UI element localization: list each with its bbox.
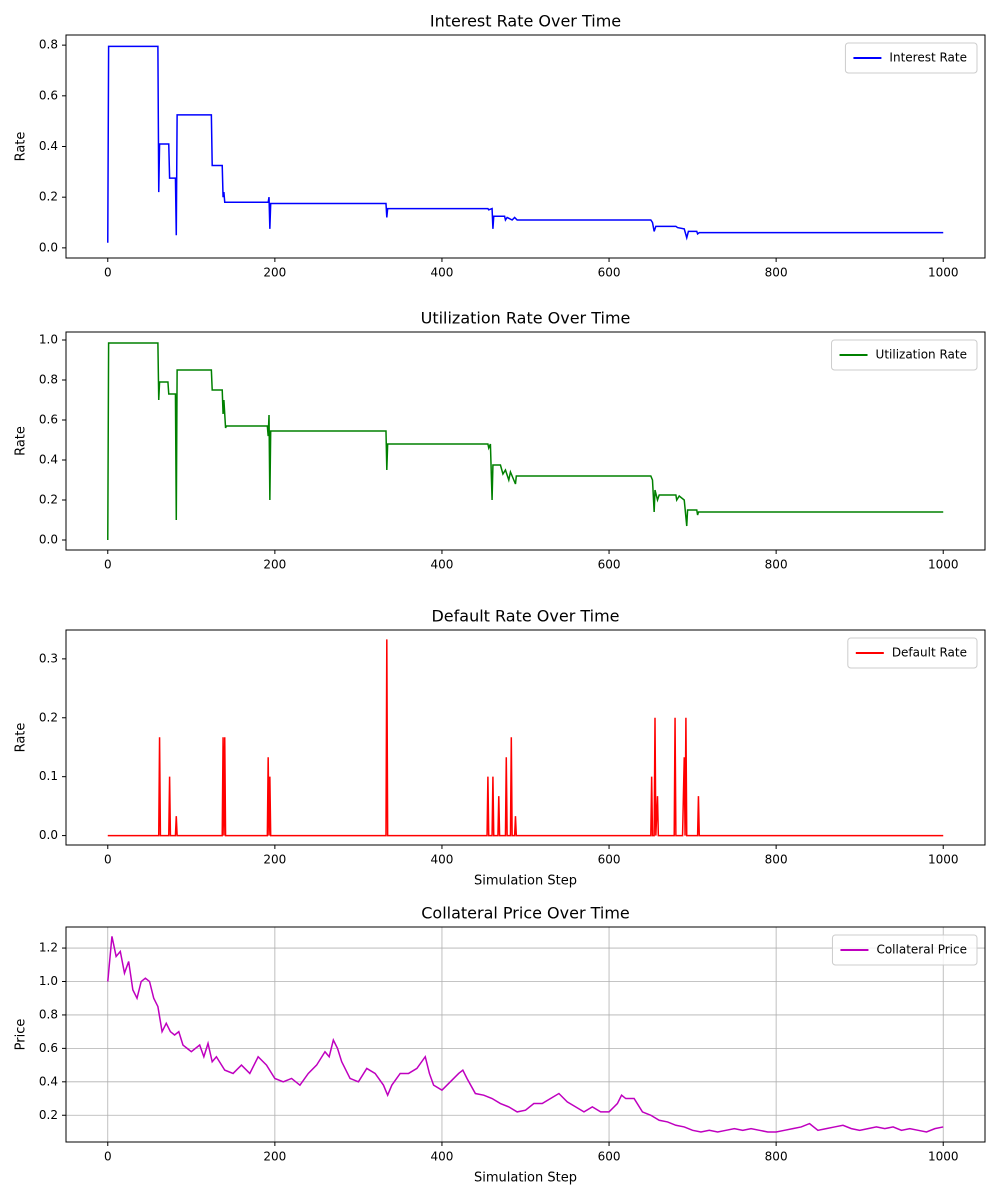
legend-box (831, 339, 978, 371)
legend-label: Default Rate (892, 646, 967, 660)
y-tick-label: 0.6 (39, 88, 58, 102)
data-line (107, 936, 944, 1133)
x-tick-label: 800 (765, 558, 788, 572)
chart-title: Collateral Price Over Time (421, 904, 630, 923)
x-tick-label: 800 (765, 266, 788, 280)
x-tick-label: 1000 (928, 266, 959, 280)
x-tick-label: 800 (765, 1150, 788, 1164)
y-axis-label: Rate (14, 132, 29, 162)
x-axis-label: Simulation Step (474, 874, 577, 889)
x-tick-label: 400 (431, 1150, 454, 1164)
x-tick-label: 400 (431, 558, 454, 572)
x-tick-label: 0 (104, 853, 112, 867)
x-tick-label: 0 (104, 266, 112, 280)
y-tick-label: 0.0 (39, 240, 58, 254)
x-tick-label: 800 (765, 853, 788, 867)
data-line (107, 45, 944, 243)
chart-title: Interest Rate Over Time (430, 12, 621, 31)
chart-title: Utilization Rate Over Time (421, 309, 631, 328)
y-tick-label: 0.0 (39, 533, 58, 547)
y-tick-label: 0.2 (39, 1108, 58, 1122)
y-tick-label: 1.0 (39, 333, 58, 347)
y-tick-label: 0.8 (39, 38, 58, 52)
legend: Interest Rate (844, 42, 978, 74)
legend-label: Interest Rate (889, 51, 967, 65)
y-tick-label: 0.6 (39, 1041, 58, 1055)
y-tick-label: 0.1 (39, 769, 58, 783)
x-tick-label: 400 (431, 266, 454, 280)
y-tick-label: 0.2 (39, 710, 58, 724)
legend: Utilization Rate (831, 339, 978, 371)
x-tick-label: 0 (104, 558, 112, 572)
y-tick-label: 0.8 (39, 1007, 58, 1021)
y-axis-label: Rate (14, 723, 29, 753)
x-tick-label: 600 (598, 266, 621, 280)
x-tick-label: 600 (598, 1150, 621, 1164)
y-tick-label: 0.0 (39, 828, 58, 842)
legend-box (847, 637, 978, 669)
x-tick-label: 1000 (928, 558, 959, 572)
y-tick-label: 0.2 (39, 190, 58, 204)
x-tick-label: 1000 (928, 1150, 959, 1164)
y-tick-label: 0.4 (39, 139, 58, 153)
y-tick-label: 1.2 (39, 941, 58, 955)
legend-label: Utilization Rate (876, 348, 967, 362)
y-axis-label: Price (14, 1019, 29, 1051)
x-tick-label: 1000 (928, 853, 959, 867)
y-tick-label: 0.4 (39, 453, 58, 467)
y-tick-label: 0.3 (39, 651, 58, 665)
axes-frame (65, 34, 986, 259)
x-tick-label: 600 (598, 558, 621, 572)
chart-title: Default Rate Over Time (431, 607, 619, 626)
legend: Default Rate (847, 637, 978, 669)
x-axis-label: Simulation Step (474, 1171, 577, 1186)
x-tick-label: 200 (263, 1150, 286, 1164)
axes-frame (65, 629, 986, 846)
axes-frame (65, 331, 986, 551)
legend: Collateral Price (831, 934, 978, 966)
y-tick-label: 0.2 (39, 493, 58, 507)
data-line (107, 639, 944, 837)
y-axis-label: Rate (14, 426, 29, 456)
y-tick-label: 1.0 (39, 974, 58, 988)
x-tick-label: 0 (104, 1150, 112, 1164)
legend-box (844, 42, 978, 74)
x-tick-label: 400 (431, 853, 454, 867)
x-tick-label: 200 (263, 853, 286, 867)
y-tick-label: 0.6 (39, 413, 58, 427)
x-tick-label: 200 (263, 558, 286, 572)
x-tick-label: 600 (598, 853, 621, 867)
legend-label: Collateral Price (876, 943, 967, 957)
legend-box (831, 934, 978, 966)
x-tick-label: 200 (263, 266, 286, 280)
data-line (107, 342, 944, 541)
y-tick-label: 0.4 (39, 1074, 58, 1088)
y-tick-label: 0.8 (39, 373, 58, 387)
axes-frame (65, 926, 986, 1143)
